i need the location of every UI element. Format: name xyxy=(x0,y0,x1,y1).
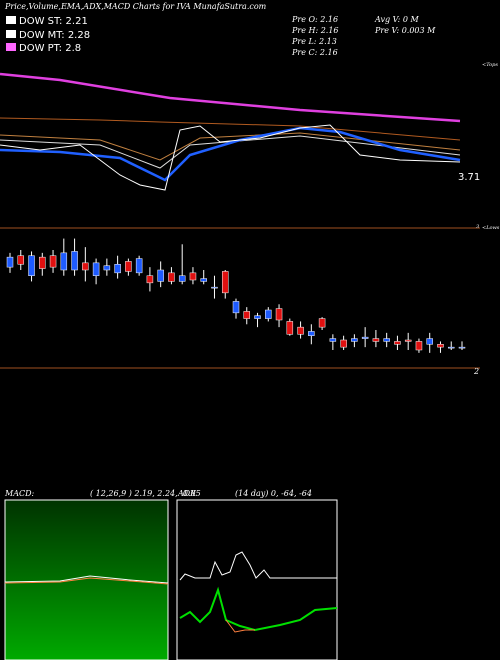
candle-body xyxy=(254,315,261,319)
candle-body xyxy=(189,272,197,281)
swatch xyxy=(6,16,16,24)
mark: 3 xyxy=(476,224,479,230)
di-plus xyxy=(179,586,338,632)
candles xyxy=(6,238,466,353)
tops: <Tops xyxy=(482,62,498,68)
candle-body xyxy=(221,271,229,294)
adx-label: ADX xyxy=(177,489,196,498)
candle-body xyxy=(200,278,207,282)
candle-body xyxy=(168,272,175,282)
candle-body xyxy=(318,318,326,328)
legend: DOW ST: 2.21 xyxy=(19,16,88,27)
candle-body xyxy=(437,344,444,348)
candle-body xyxy=(447,346,455,349)
candle-body xyxy=(340,339,347,348)
signal-line xyxy=(4,577,169,585)
stat: Pre L: 2.13 xyxy=(291,37,337,46)
macd-label: MACD: xyxy=(4,489,35,498)
candle-body xyxy=(372,338,380,342)
macd-line xyxy=(4,575,169,584)
adx-panel xyxy=(176,499,338,660)
candle-body xyxy=(275,308,283,321)
legend: DOW MT: 2.28 xyxy=(19,30,90,41)
candle-body xyxy=(60,252,68,271)
candle-body xyxy=(135,258,143,274)
adx-line xyxy=(179,551,337,581)
candle-body xyxy=(82,262,89,271)
macd-params: ( 12,26,9 ) 2.19, 2.24, -0.05 xyxy=(90,489,201,498)
candle-body xyxy=(17,255,25,265)
candle-body xyxy=(426,338,433,345)
candle-body xyxy=(243,311,251,319)
candle-body xyxy=(211,286,218,289)
title: Price,Volume,EMA,ADX,MACD Charts for IVA… xyxy=(4,2,267,11)
swatch xyxy=(6,43,16,51)
candle-body xyxy=(394,341,401,345)
di-minus xyxy=(225,619,255,633)
candle-body xyxy=(351,338,358,342)
ema-lines xyxy=(0,72,461,191)
y-tick-label: 2 xyxy=(473,367,479,376)
candle-body xyxy=(383,338,390,342)
candle-body xyxy=(404,339,412,342)
candle-body xyxy=(103,265,111,271)
candle-body xyxy=(265,309,272,319)
stat: Pre C: 2.16 xyxy=(291,48,338,57)
macd-panel xyxy=(4,499,169,660)
candle-body xyxy=(286,321,294,335)
candle-body xyxy=(49,255,57,268)
stat: Avg V: 0 M xyxy=(374,15,419,24)
candle-body xyxy=(39,256,46,269)
candle-body xyxy=(178,275,186,282)
adx-params: (14 day) 0, -64, -64 xyxy=(235,489,312,498)
candle-body xyxy=(297,326,304,335)
ema-last: 3.71 xyxy=(458,172,480,183)
candle-body xyxy=(232,301,240,314)
candle-body xyxy=(146,275,154,284)
candle-body xyxy=(329,338,337,342)
candle-body xyxy=(458,346,466,349)
candle-body xyxy=(28,255,35,276)
candle-body xyxy=(415,341,423,351)
candle-body xyxy=(71,251,78,271)
candle-body xyxy=(114,264,121,274)
candle-body xyxy=(308,331,315,336)
stat: Pre H: 2.16 xyxy=(291,26,339,35)
swatch xyxy=(6,30,16,38)
candle-body xyxy=(125,261,132,272)
stat: Pre V: 0.003 M xyxy=(374,26,436,35)
candle-body xyxy=(157,269,164,282)
candle-body xyxy=(361,336,369,339)
lows: <Lows xyxy=(482,225,500,231)
candle-body xyxy=(6,256,14,268)
legend: DOW PT: 2.8 xyxy=(19,43,81,54)
stat: Pre O: 2.16 xyxy=(291,15,338,24)
candle-body xyxy=(92,262,100,276)
